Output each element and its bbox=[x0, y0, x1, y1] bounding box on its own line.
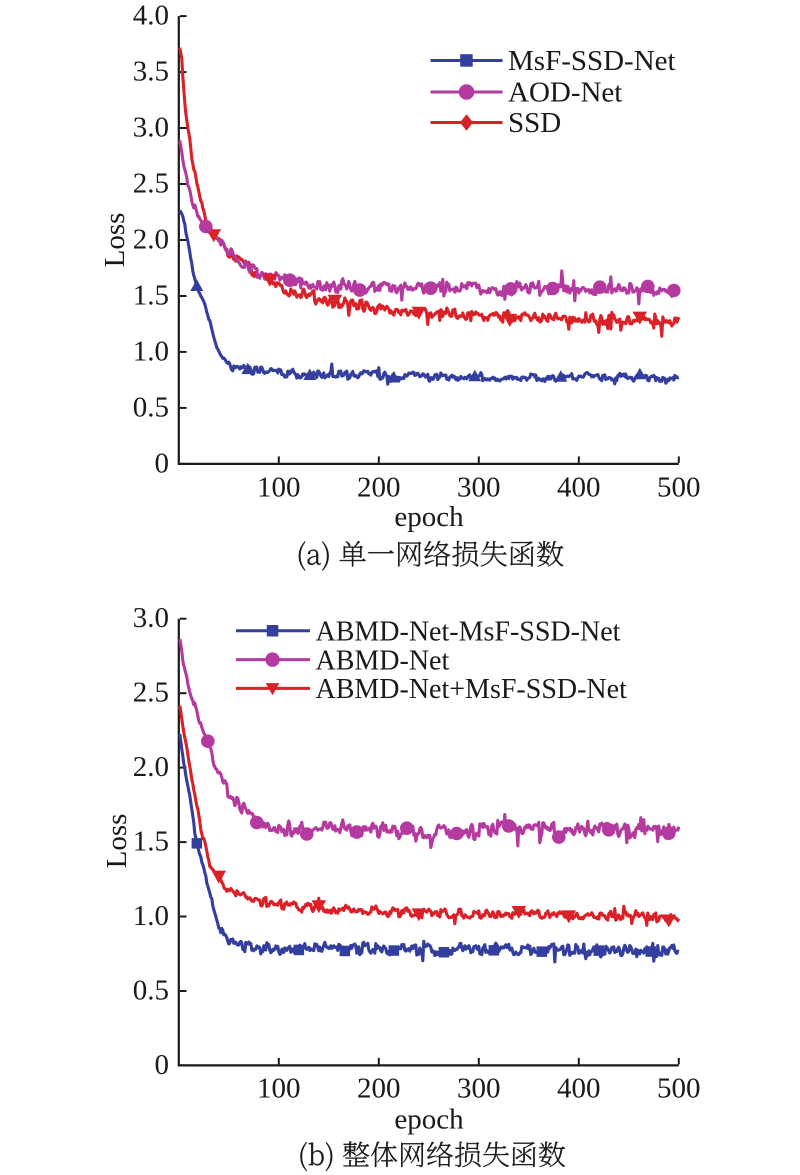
svg-text:2.0: 2.0 bbox=[133, 751, 169, 783]
svg-text:0.5: 0.5 bbox=[133, 975, 169, 1007]
svg-text:epoch: epoch bbox=[394, 501, 464, 533]
svg-text:2.5: 2.5 bbox=[133, 677, 169, 709]
svg-text:MsF-SSD-Net: MsF-SSD-Net bbox=[508, 45, 676, 77]
svg-text:AOD-Net: AOD-Net bbox=[508, 77, 622, 109]
svg-text:300: 300 bbox=[457, 1073, 501, 1105]
svg-text:ABMD-Net+MsF-SSD-Net: ABMD-Net+MsF-SSD-Net bbox=[316, 674, 628, 705]
svg-text:4.0: 4.0 bbox=[133, 0, 169, 32]
svg-text:2.5: 2.5 bbox=[133, 168, 169, 200]
svg-text:3.5: 3.5 bbox=[133, 56, 169, 88]
svg-text:200: 200 bbox=[357, 1073, 401, 1105]
svg-text:0: 0 bbox=[155, 447, 170, 479]
svg-text:1.5: 1.5 bbox=[133, 826, 169, 858]
svg-text:3.0: 3.0 bbox=[133, 602, 169, 634]
svg-text:SSD: SSD bbox=[508, 107, 561, 139]
svg-text:3.0: 3.0 bbox=[133, 112, 169, 144]
svg-text:0: 0 bbox=[155, 1049, 170, 1081]
svg-text:1.0: 1.0 bbox=[133, 335, 169, 367]
svg-text:100: 100 bbox=[257, 472, 301, 504]
svg-text:200: 200 bbox=[357, 472, 401, 504]
svg-text:ABMD-Net-MsF-SSD-Net: ABMD-Net-MsF-SSD-Net bbox=[316, 617, 621, 648]
svg-text:Loss: Loss bbox=[99, 213, 131, 268]
svg-text:ABMD-Net: ABMD-Net bbox=[316, 645, 450, 676]
svg-text:400: 400 bbox=[557, 1073, 601, 1105]
svg-text:1.0: 1.0 bbox=[133, 900, 169, 932]
svg-text:epoch: epoch bbox=[394, 1104, 464, 1136]
svg-text:500: 500 bbox=[657, 1073, 701, 1105]
svg-text:400: 400 bbox=[557, 472, 601, 504]
svg-text:0.5: 0.5 bbox=[133, 391, 169, 423]
svg-text:300: 300 bbox=[457, 472, 501, 504]
svg-text:500: 500 bbox=[657, 472, 701, 504]
svg-text:Loss: Loss bbox=[101, 814, 133, 869]
svg-text:100: 100 bbox=[257, 1073, 301, 1105]
svg-text:2.0: 2.0 bbox=[133, 224, 169, 256]
svg-text:1.5: 1.5 bbox=[133, 280, 169, 312]
